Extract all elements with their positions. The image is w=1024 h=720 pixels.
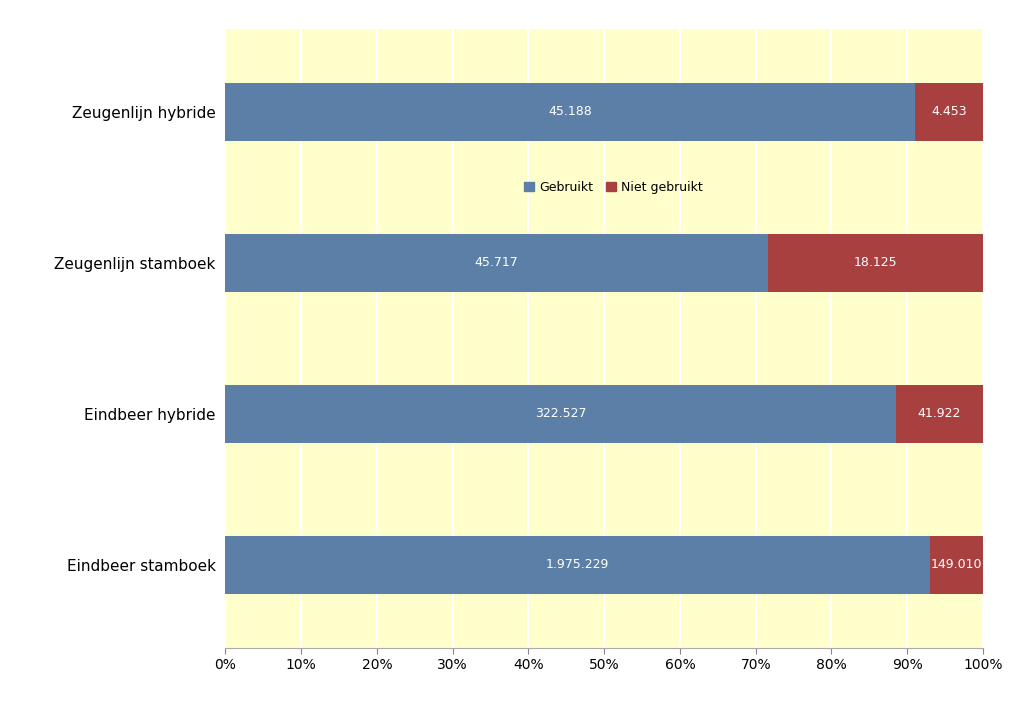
Bar: [930, 536, 983, 593]
Bar: [225, 234, 768, 292]
Text: 45.188: 45.188: [548, 105, 592, 118]
Legend: Gebruikt, Niet gebruikt: Gebruikt, Niet gebruikt: [519, 176, 708, 199]
Text: 4.453: 4.453: [931, 105, 967, 118]
Text: 41.922: 41.922: [918, 408, 962, 420]
Bar: [915, 84, 983, 140]
Text: 45.717: 45.717: [475, 256, 518, 269]
Text: 1.975.229: 1.975.229: [546, 559, 609, 572]
Text: 322.527: 322.527: [535, 408, 587, 420]
Bar: [225, 385, 896, 443]
Bar: [896, 385, 983, 443]
Text: 18.125: 18.125: [854, 256, 897, 269]
Text: 149.010: 149.010: [931, 559, 982, 572]
Bar: [768, 234, 983, 292]
Bar: [225, 536, 930, 593]
Bar: [225, 84, 915, 140]
